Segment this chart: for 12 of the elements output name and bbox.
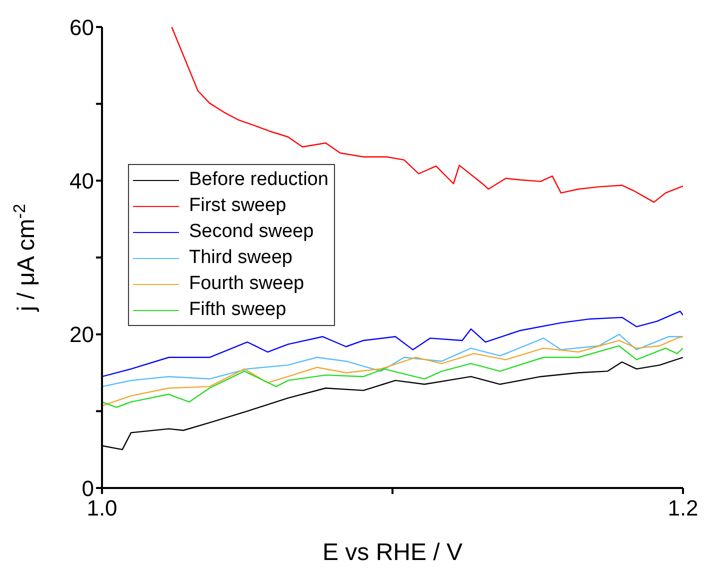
y-tick-label: 40	[70, 168, 94, 194]
x-tick-label: 1.2	[668, 496, 698, 521]
line-series	[102, 334, 683, 388]
legend-label: Second sweep	[189, 221, 314, 243]
legend-label: Third sweep	[189, 247, 292, 269]
y-tick-label: 60	[70, 14, 94, 40]
x-axis-title: E vs RHE / V	[322, 539, 463, 566]
legend-label: Fourth sweep	[189, 273, 304, 295]
legend-label: Fifth sweep	[189, 299, 286, 321]
y-tick-label: 20	[70, 322, 94, 348]
legend-label: Before reduction	[189, 169, 328, 191]
legend-label: First sweep	[189, 195, 286, 217]
